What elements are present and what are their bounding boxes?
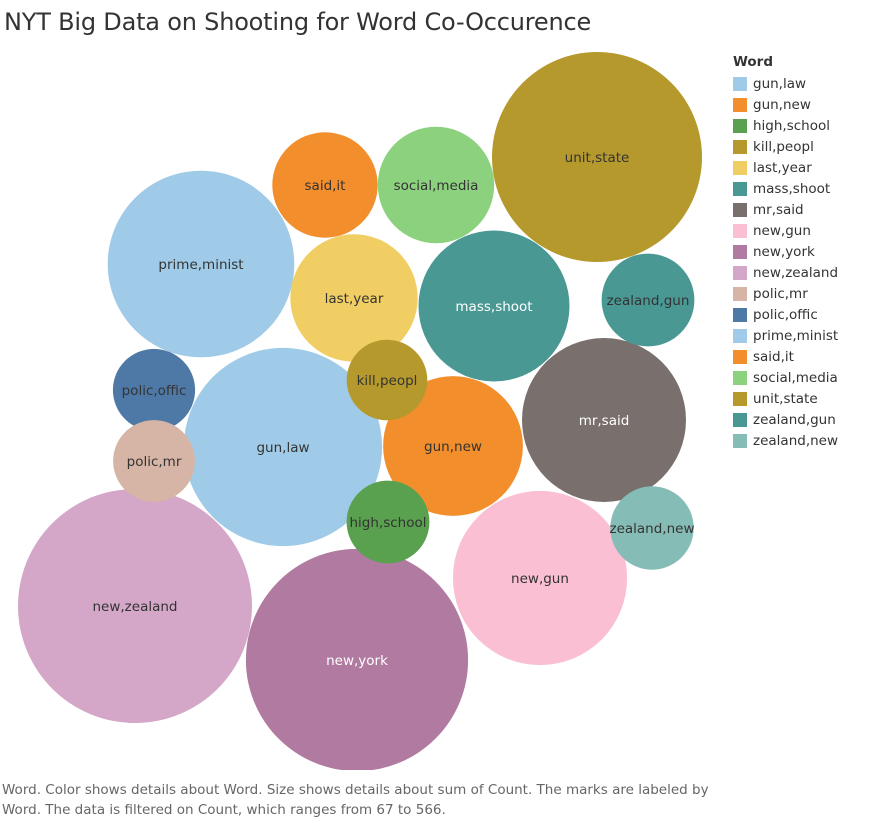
legend-label: new,zealand — [753, 264, 839, 281]
legend-label: mr,said — [753, 201, 804, 218]
bubble-label: new,gun — [511, 571, 569, 587]
legend-item[interactable]: zealand,gun — [733, 409, 838, 430]
legend-label: gun,law — [753, 75, 807, 92]
chart-title: NYT Big Data on Shooting for Word Co-Occ… — [4, 8, 592, 36]
bubble-label: new,zealand — [92, 599, 177, 615]
legend-swatch — [733, 433, 747, 448]
legend-label: polic,offic — [753, 306, 818, 323]
legend-label: social,media — [753, 369, 838, 386]
legend-label: zealand,gun — [753, 411, 836, 428]
legend-swatch — [733, 160, 747, 175]
bubble-prime-minist[interactable] — [107, 170, 295, 358]
legend-label: prime,minist — [753, 327, 839, 344]
legend-label: polic,mr — [753, 285, 808, 302]
legend-item[interactable]: prime,minist — [733, 325, 838, 346]
legend-items: gun,law gun,new high,school kill,peopl last,… — [733, 73, 838, 451]
legend-item[interactable]: gun,new — [733, 94, 838, 115]
bubble-label: gun,law — [256, 440, 309, 456]
legend-item[interactable]: social,media — [733, 367, 838, 388]
bubble-high-school[interactable] — [346, 480, 430, 564]
bubble-last-year[interactable] — [290, 234, 418, 362]
bubble-zealand-gun[interactable] — [601, 253, 695, 347]
legend: Word gun,law gun,new high,school kill,peopl… — [733, 54, 838, 451]
bubble-gun-law[interactable] — [183, 347, 383, 547]
legend-swatch — [733, 118, 747, 133]
bubble-label: said,it — [305, 178, 346, 194]
legend-item[interactable]: polic,offic — [733, 304, 838, 325]
bubble-label: new,york — [326, 653, 388, 669]
legend-item[interactable]: new,york — [733, 241, 838, 262]
legend-item[interactable]: high,school — [733, 115, 838, 136]
legend-item[interactable]: unit,state — [733, 388, 838, 409]
legend-swatch — [733, 349, 747, 364]
bubble-mr-said[interactable] — [522, 338, 686, 502]
bubble-new-york[interactable] — [245, 548, 469, 770]
bubble-said-it[interactable] — [272, 132, 378, 238]
bubble-unit-state[interactable] — [492, 52, 702, 262]
bubble-chart[interactable]: new,zealand new,york unit,state gun,law prim… — [0, 0, 720, 770]
bubble-label: high,school — [349, 515, 426, 531]
bubble-label: prime,minist — [158, 257, 243, 273]
bubble-kill-peopl[interactable] — [346, 339, 428, 421]
bubble-gun-new[interactable] — [383, 376, 523, 516]
legend-swatch — [733, 223, 747, 238]
bubble-label: zealand,new — [609, 521, 694, 537]
bubble-label: zealand,gun — [607, 293, 690, 309]
legend-label: new,gun — [753, 222, 811, 239]
bubble-label: mr,said — [579, 413, 630, 429]
legend-item[interactable]: mass,shoot — [733, 178, 838, 199]
bubble-label: polic,offic — [122, 383, 187, 399]
bubble-social-media[interactable] — [377, 126, 495, 244]
legend-label: unit,state — [753, 390, 818, 407]
legend-swatch — [733, 412, 747, 427]
legend-label: mass,shoot — [753, 180, 831, 197]
legend-item[interactable]: zealand,new — [733, 430, 838, 451]
legend-label: said,it — [753, 348, 794, 365]
legend-swatch — [733, 370, 747, 385]
legend-swatch — [733, 139, 747, 154]
legend-swatch — [733, 97, 747, 112]
bubble-label: mass,shoot — [455, 299, 532, 315]
chart-caption: Word. Color shows details about Word. Si… — [2, 782, 709, 818]
bubble-zealand-new[interactable] — [610, 486, 694, 570]
legend-item[interactable]: polic,mr — [733, 283, 838, 304]
legend-swatch — [733, 76, 747, 91]
legend-label: last,year — [753, 159, 812, 176]
legend-label: gun,new — [753, 96, 811, 113]
legend-swatch — [733, 181, 747, 196]
legend-swatch — [733, 265, 747, 280]
legend-swatch — [733, 202, 747, 217]
legend-swatch — [733, 307, 747, 322]
bubble-polic-mr[interactable] — [113, 420, 195, 502]
bubble-label: kill,peopl — [357, 373, 418, 389]
legend-item[interactable]: gun,law — [733, 73, 838, 94]
bubble-label: gun,new — [424, 439, 482, 455]
legend-item[interactable]: last,year — [733, 157, 838, 178]
bubble-label: last,year — [325, 291, 384, 307]
legend-item[interactable]: new,gun — [733, 220, 838, 241]
bubble-new-zealand[interactable] — [18, 489, 252, 723]
legend-item[interactable]: kill,peopl — [733, 136, 838, 157]
bubble-label: unit,state — [565, 150, 630, 166]
bubble-mass-shoot[interactable] — [418, 230, 570, 382]
bubble-label: social,media — [394, 178, 479, 194]
legend-swatch — [733, 391, 747, 406]
legend-label: zealand,new — [753, 432, 839, 449]
legend-item[interactable]: mr,said — [733, 199, 838, 220]
legend-label: new,york — [753, 243, 815, 260]
legend-swatch — [733, 244, 747, 259]
legend-title: Word — [733, 54, 774, 70]
legend-item[interactable]: said,it — [733, 346, 838, 367]
legend-swatch — [733, 286, 747, 301]
bubble-label: polic,mr — [127, 454, 182, 470]
bubble-new-gun[interactable] — [452, 490, 628, 666]
legend-item[interactable]: new,zealand — [733, 262, 838, 283]
bubble-polic-offic[interactable] — [112, 348, 196, 432]
legend-label: high,school — [753, 117, 831, 134]
legend-label: kill,peopl — [753, 138, 814, 155]
legend-swatch — [733, 328, 747, 343]
